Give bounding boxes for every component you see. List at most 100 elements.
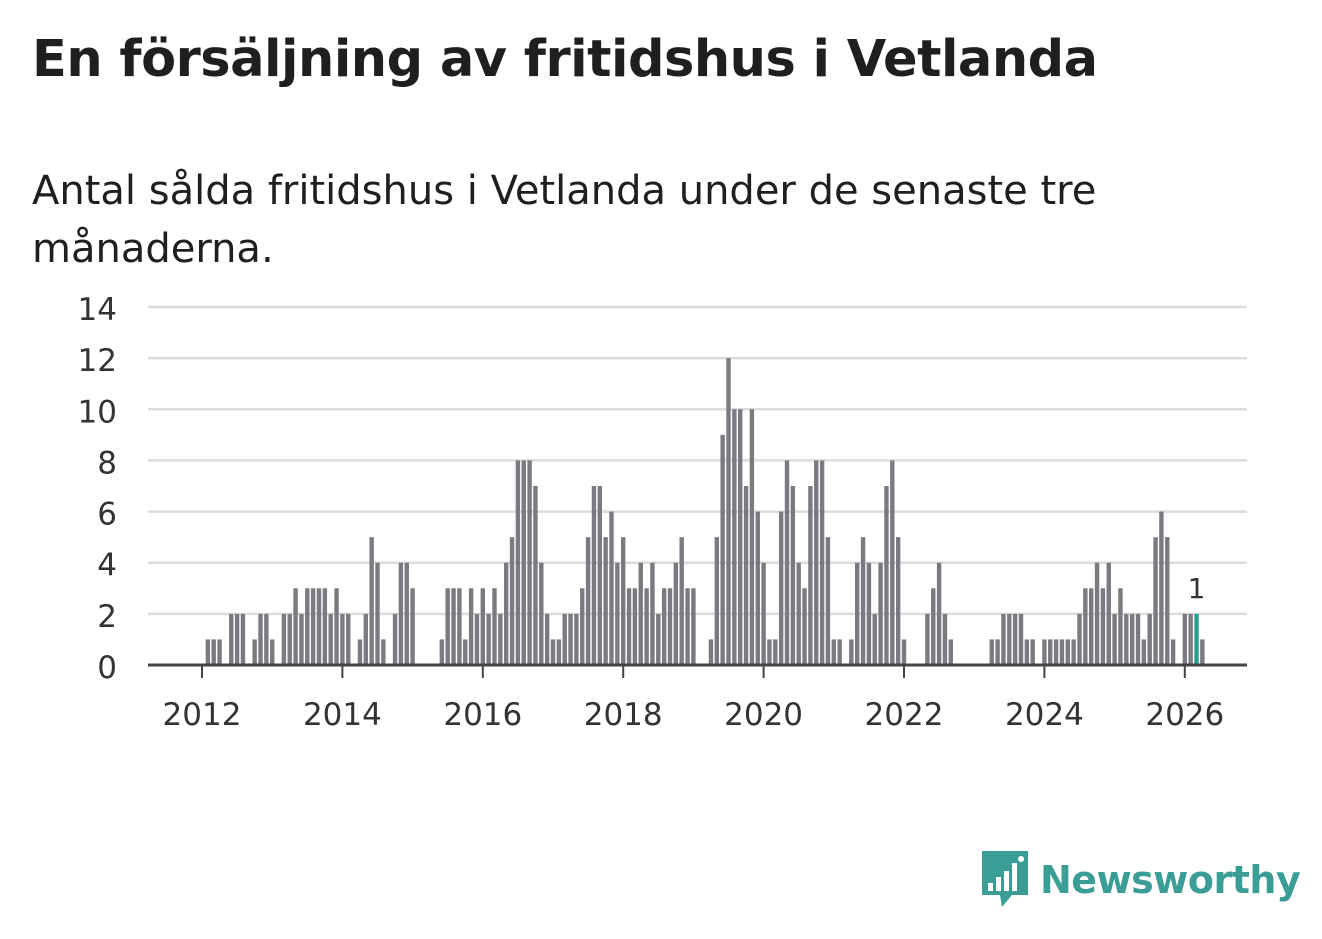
y-tick-label-12: 12 (78, 343, 117, 379)
bar-15 (287, 613, 292, 665)
bar-41 (439, 639, 445, 665)
x-tick-label-2016: 2016 (443, 697, 522, 733)
bar-6 (234, 613, 240, 665)
bar-65 (580, 588, 585, 665)
bar-111 (849, 639, 854, 665)
bar-43 (451, 588, 456, 665)
bar-81 (673, 562, 679, 665)
bar-61 (556, 639, 562, 665)
bar-170 (1194, 613, 1199, 665)
bar-127 (942, 613, 948, 665)
bar-92 (738, 409, 743, 665)
bar-117 (884, 486, 889, 665)
bar-94 (749, 409, 755, 665)
bar-171 (1200, 639, 1205, 665)
bar-100 (784, 460, 790, 665)
bar-5 (229, 613, 234, 665)
bar-64 (574, 613, 579, 665)
bar-128 (948, 639, 953, 665)
bar-23 (334, 588, 339, 665)
bar-21 (322, 588, 328, 665)
bar-158 (1124, 613, 1129, 665)
bar-18 (305, 588, 310, 665)
x-tick-label-2020: 2020 (724, 697, 803, 733)
bar-151 (1083, 588, 1088, 665)
bar-120 (901, 639, 907, 665)
bar-149 (1071, 639, 1076, 665)
bar-95 (755, 511, 760, 665)
bar-169 (1188, 613, 1193, 665)
bar-51 (498, 613, 503, 665)
bar-73 (626, 588, 632, 665)
bar-148 (1065, 639, 1070, 665)
bar-11 (264, 613, 269, 665)
bar-162 (1147, 613, 1152, 665)
bar-116 (878, 562, 883, 665)
bar-135 (989, 639, 994, 665)
bar-118 (890, 460, 895, 665)
bar-99 (778, 511, 784, 665)
bar-59 (544, 613, 550, 665)
bar-12 (270, 639, 275, 665)
bar-140 (1018, 613, 1024, 665)
bar-3 (217, 639, 222, 665)
y-tick-label-2: 2 (97, 599, 117, 635)
bar-62 (562, 613, 567, 665)
bar-29 (369, 537, 374, 665)
x-tick-label-2018: 2018 (584, 697, 663, 733)
bar-106 (819, 460, 825, 665)
bar-2 (211, 639, 216, 665)
bar-103 (802, 588, 807, 665)
bar-90 (726, 358, 731, 665)
bar-7 (240, 613, 246, 665)
bar-chart: 0 2 4 6 8 10 12 14 2012 2014 2016 2018 2020 2022 2024 2… (78, 292, 1247, 733)
bar-97 (767, 639, 772, 665)
bar-168 (1182, 613, 1187, 665)
bar-33 (392, 613, 398, 665)
bar-165 (1165, 537, 1170, 665)
bar-72 (621, 537, 626, 665)
bar-152 (1089, 588, 1094, 665)
bar-76 (644, 588, 649, 665)
bar-67 (591, 486, 597, 665)
bar-14 (281, 613, 287, 665)
bar-145 (1048, 639, 1053, 665)
bar-144 (1042, 639, 1047, 665)
bar-164 (1159, 511, 1164, 665)
bar-101 (790, 486, 796, 665)
bar-48 (480, 588, 485, 665)
bar-31 (381, 639, 386, 665)
bar-78 (656, 613, 661, 665)
bar-161 (1141, 639, 1147, 665)
x-tick-label-2026: 2026 (1145, 697, 1224, 733)
bar-115 (872, 613, 877, 665)
bar-82 (679, 537, 684, 665)
bar-16 (293, 588, 298, 665)
bar-107 (825, 537, 831, 665)
bar-66 (585, 537, 591, 665)
bar-74 (632, 588, 638, 665)
labels: 0 2 4 6 8 10 12 14 2012 2014 2016 2018 2020 2022 2024 2… (78, 292, 1225, 733)
bar-63 (568, 613, 573, 665)
bar-93 (743, 486, 749, 665)
bar-57 (533, 486, 538, 665)
bar-139 (1012, 613, 1018, 665)
bar-138 (1007, 613, 1012, 665)
bar-154 (1100, 588, 1106, 665)
bar-1 (205, 639, 211, 665)
x-tick-label-2024: 2024 (1005, 697, 1084, 733)
bar-153 (1094, 562, 1100, 665)
y-tick-label-14: 14 (78, 292, 117, 328)
bar-125 (931, 588, 936, 665)
x-tick-label-2022: 2022 (865, 697, 944, 733)
bar-22 (328, 613, 333, 665)
bar-114 (866, 562, 872, 665)
bar-113 (860, 537, 866, 665)
y-tick-label-0: 0 (97, 650, 117, 686)
bar-20 (316, 588, 322, 665)
bar-104 (808, 486, 813, 665)
bar-35 (404, 562, 409, 665)
bar-119 (895, 537, 901, 665)
bar-42 (445, 588, 450, 665)
bar-27 (357, 639, 363, 665)
